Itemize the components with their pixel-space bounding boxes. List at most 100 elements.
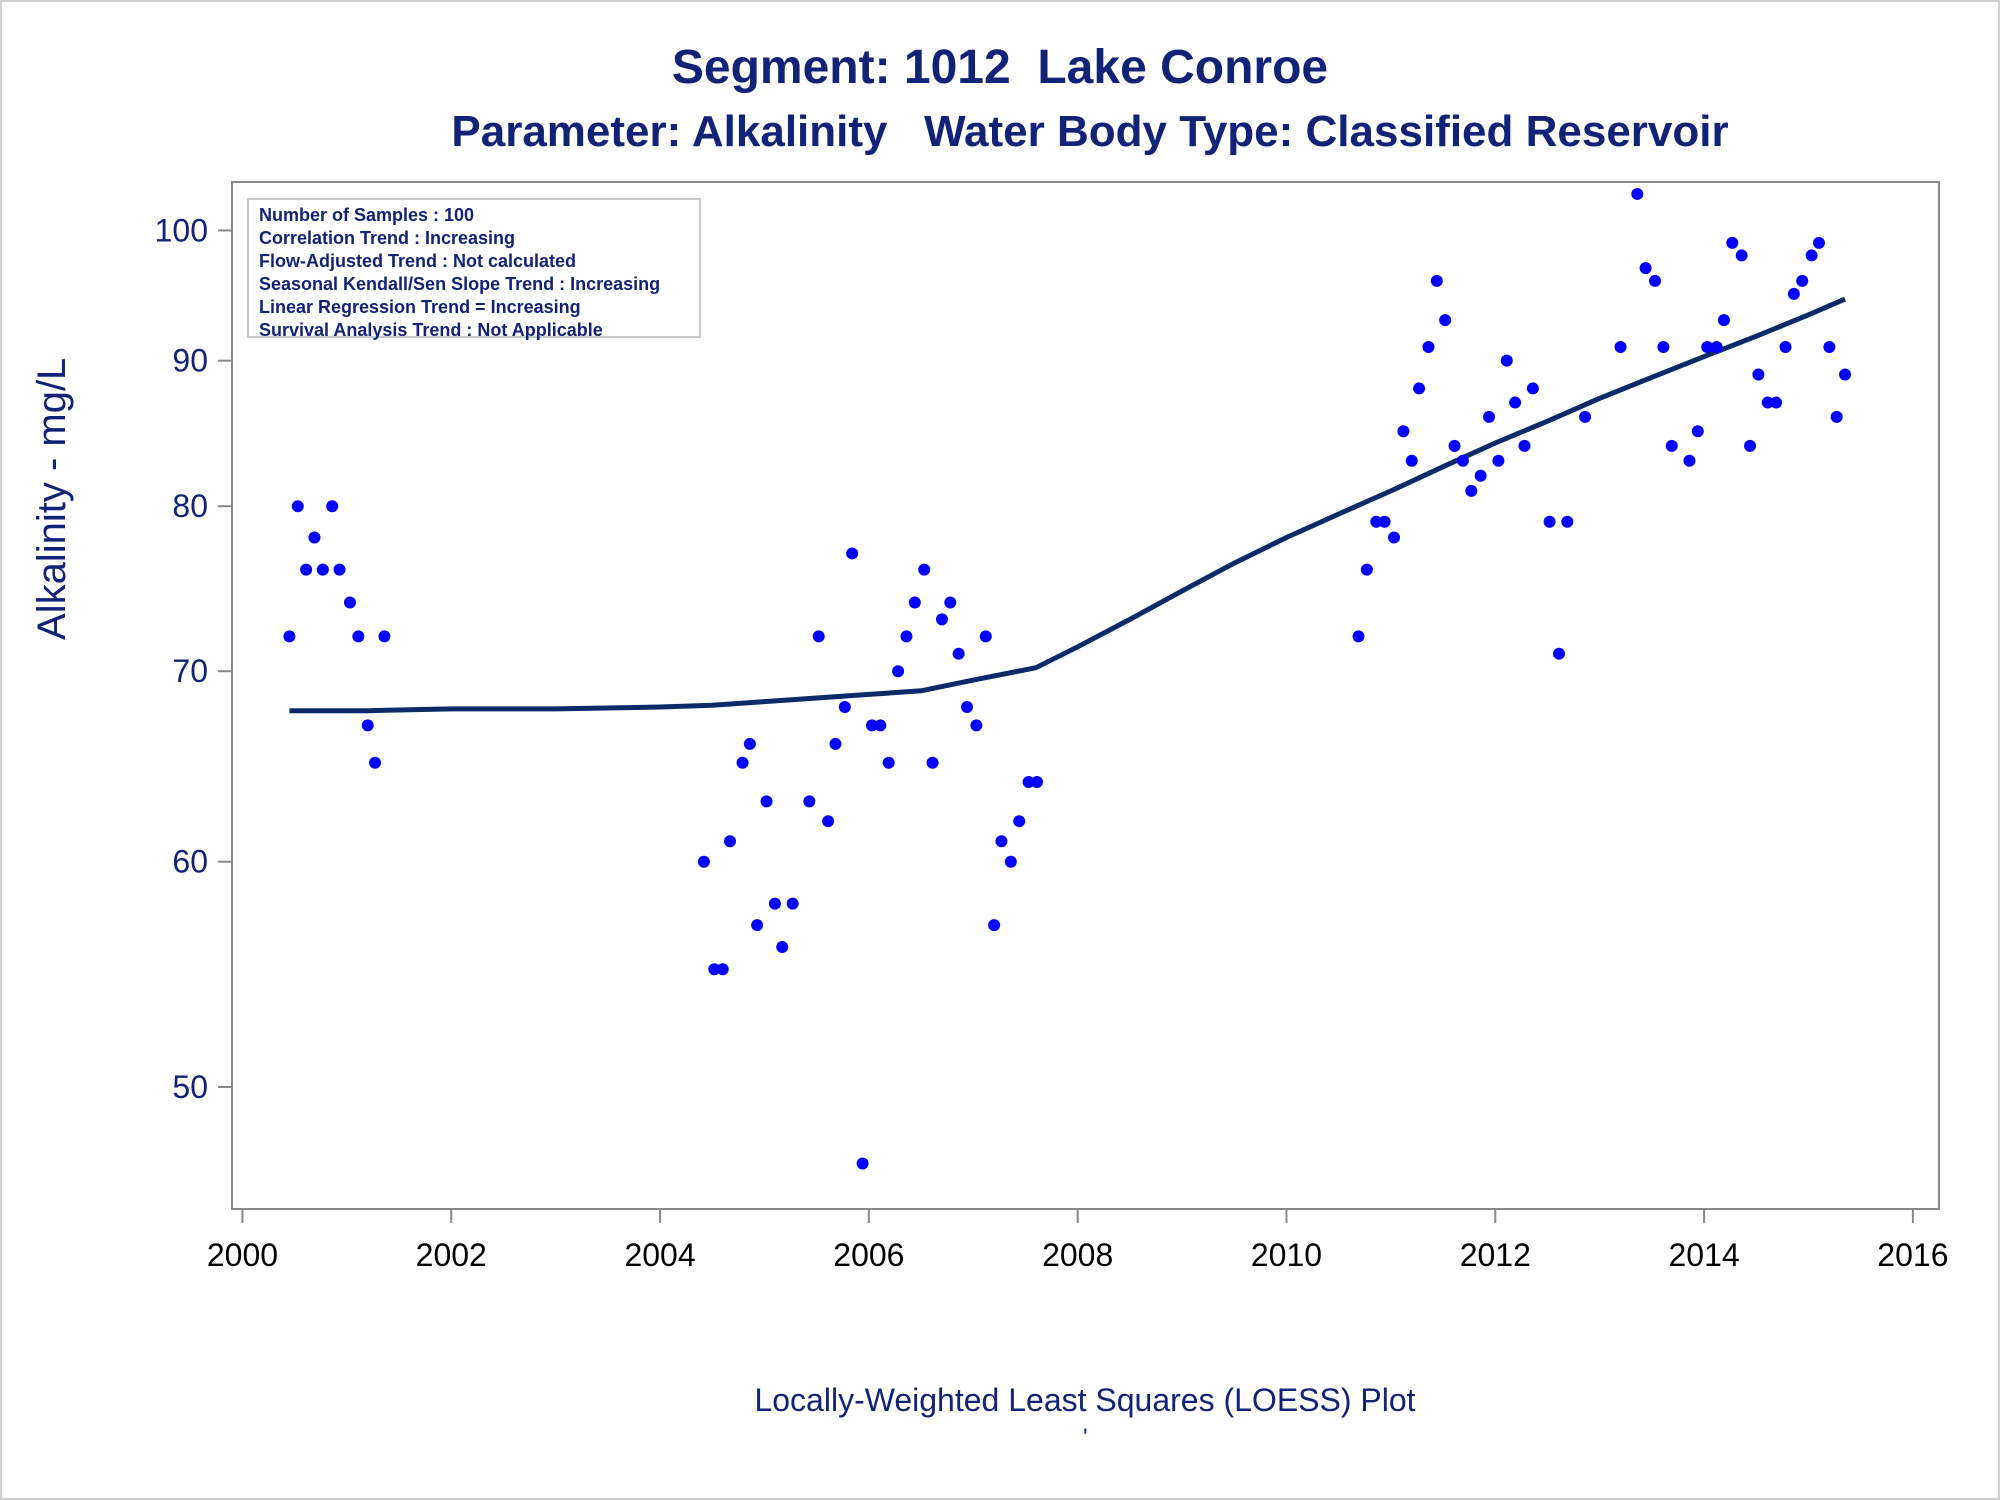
y-axis: 50 60 70 80 90 100	[155, 212, 232, 1105]
info-correlation-trend: Correlation Trend : Increasing	[259, 228, 516, 248]
data-point	[378, 630, 391, 643]
data-point	[1639, 262, 1652, 275]
data-point	[716, 963, 729, 976]
data-point	[1683, 454, 1696, 467]
info-flow-adjusted-trend: Flow-Adjusted Trend : Not calculated	[259, 251, 577, 271]
data-point	[918, 563, 931, 576]
data-point	[1830, 410, 1843, 423]
data-point	[900, 630, 913, 643]
data-point	[961, 701, 974, 714]
y-tick-label: 50	[172, 1069, 208, 1105]
x-tick-label: 2014	[1668, 1237, 1739, 1273]
data-point	[1543, 515, 1556, 528]
data-point	[1370, 515, 1383, 528]
data-point	[1823, 341, 1836, 354]
plot-frame	[231, 181, 1940, 1210]
chart-subtitle: Parameter: Alkalinity Water Body Type: C…	[451, 107, 1729, 156]
data-point	[908, 596, 921, 609]
data-point	[308, 531, 321, 544]
data-point	[1631, 187, 1644, 200]
data-point	[786, 897, 799, 910]
data-point	[1812, 236, 1825, 249]
x-tick-label: 2002	[416, 1237, 487, 1273]
data-point	[1752, 368, 1765, 381]
data-point	[874, 719, 887, 732]
data-point	[846, 547, 859, 560]
data-point	[1509, 396, 1522, 409]
data-point	[326, 500, 339, 513]
data-point	[1439, 314, 1452, 327]
x-tick-label: 2000	[207, 1237, 278, 1273]
data-point	[1456, 454, 1469, 467]
data-point	[1405, 454, 1418, 467]
data-point	[812, 630, 825, 643]
data-point	[970, 719, 983, 732]
data-point	[1787, 287, 1800, 300]
data-point	[1717, 314, 1730, 327]
x-tick-label: 2012	[1460, 1237, 1531, 1273]
data-point	[995, 835, 1008, 848]
data-point	[369, 756, 382, 769]
data-point	[1526, 382, 1539, 395]
x-tick-label: 2010	[1251, 1237, 1322, 1273]
info-survival-trend: Survival Analysis Trend : Not Applicable	[259, 320, 603, 340]
data-point	[1465, 484, 1478, 497]
data-point	[865, 719, 878, 732]
data-point	[283, 630, 296, 643]
data-point	[1744, 439, 1757, 452]
data-point	[1779, 341, 1792, 354]
x-tick-label: 2016	[1877, 1237, 1948, 1273]
data-point	[697, 855, 710, 868]
y-tick-label: 90	[172, 343, 208, 379]
info-regression-trend: Linear Regression Trend = Increasing	[259, 297, 581, 317]
data-point	[1483, 410, 1496, 423]
data-point	[1030, 775, 1043, 788]
data-point	[1614, 341, 1627, 354]
data-point	[1761, 396, 1774, 409]
data-point	[1500, 354, 1513, 367]
data-point	[1448, 439, 1461, 452]
data-point	[1579, 410, 1592, 423]
data-point	[300, 563, 313, 576]
data-point	[935, 613, 948, 626]
data-point	[743, 737, 756, 750]
data-point	[979, 630, 992, 643]
data-point	[724, 835, 737, 848]
data-point	[1649, 274, 1662, 287]
data-point	[1770, 396, 1783, 409]
data-point	[352, 630, 365, 643]
data-point	[343, 596, 356, 609]
x-tick-label: 2008	[1042, 1237, 1113, 1273]
data-point	[803, 795, 816, 808]
data-point	[988, 919, 1001, 932]
data-point	[1701, 341, 1714, 354]
x-tick-label: 2004	[624, 1237, 695, 1273]
data-point	[822, 815, 835, 828]
data-point	[926, 756, 939, 769]
data-point	[361, 719, 374, 732]
data-point	[1710, 341, 1723, 354]
data-point	[1360, 563, 1373, 576]
data-point	[829, 737, 842, 750]
chart-title: Segment: 1012 Lake Conroe	[671, 41, 1329, 94]
data-point	[892, 665, 905, 678]
data-point	[944, 596, 957, 609]
plot-footnote: Locally-Weighted Least Squares (LOESS) P…	[754, 1382, 1416, 1418]
data-point	[1805, 249, 1818, 262]
data-point	[1665, 439, 1678, 452]
info-sample-count: Number of Samples : 100	[259, 205, 475, 225]
data-point	[1726, 236, 1739, 249]
data-point	[1474, 469, 1487, 482]
data-point	[1552, 647, 1565, 660]
data-point	[708, 963, 721, 976]
data-point	[333, 563, 346, 576]
data-point	[1691, 425, 1704, 438]
data-point	[1839, 368, 1852, 381]
x-axis: 2000 2002 2004 2006 2008 2010 2012 2014 2016	[207, 1209, 1948, 1273]
loess-trend-line	[289, 296, 1846, 714]
data-point	[882, 756, 895, 769]
data-point	[1013, 815, 1026, 828]
data-point	[1397, 425, 1410, 438]
